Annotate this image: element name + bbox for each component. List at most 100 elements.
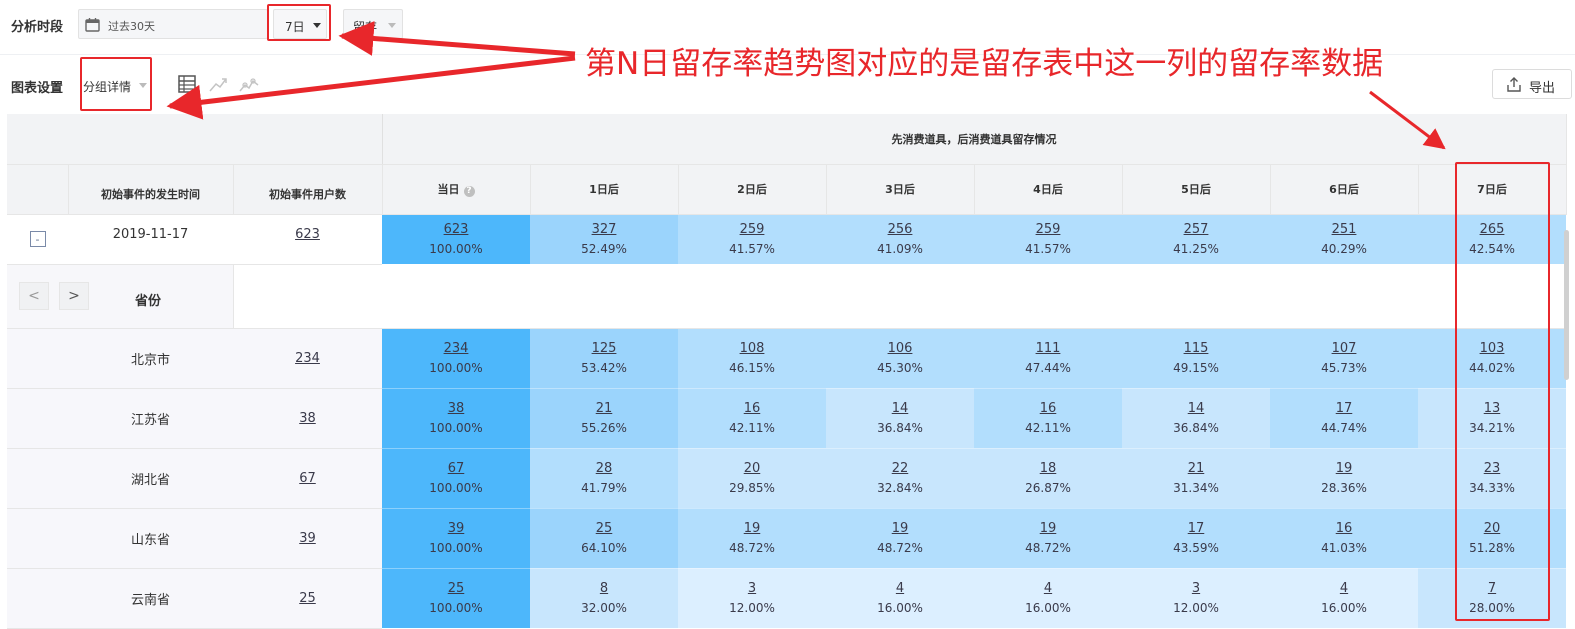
retention-count[interactable]: 125	[591, 341, 617, 356]
retention-count[interactable]: 25	[447, 581, 465, 596]
retention-count[interactable]: 7	[1487, 581, 1497, 596]
retention-count[interactable]: 259	[739, 222, 765, 237]
retention-count[interactable]: 106	[887, 341, 913, 356]
retention-count[interactable]: 107	[1331, 341, 1357, 356]
users-link[interactable]: 234	[295, 350, 320, 366]
retention-count[interactable]: 115	[1183, 341, 1209, 356]
retention-cell: 259 41.57%	[678, 214, 826, 265]
retention-count[interactable]: 3	[1191, 581, 1201, 596]
collapse-toggle[interactable]: -	[29, 231, 46, 247]
retention-count[interactable]: 16	[1039, 401, 1057, 416]
table-view-icon[interactable]	[178, 75, 196, 93]
retention-count[interactable]: 259	[1035, 222, 1061, 237]
retention-count[interactable]: 23	[1483, 461, 1501, 476]
cell-content: 265 42.54%	[1418, 222, 1566, 256]
cell-content: 256 41.09%	[826, 222, 974, 256]
cell-content: 103 44.02%	[1418, 341, 1566, 375]
retention-count[interactable]: 13	[1483, 401, 1501, 416]
interval-value: 7日	[285, 20, 305, 34]
retention-rate: 42.11%	[729, 421, 775, 435]
help-icon[interactable]: ?	[463, 185, 475, 197]
retention-count[interactable]: 19	[743, 521, 761, 536]
retention-count[interactable]: 18	[1039, 461, 1057, 476]
retention-rate: 48.72%	[877, 541, 923, 555]
retention-count[interactable]: 38	[447, 401, 465, 416]
retention-count[interactable]: 17	[1335, 401, 1353, 416]
retention-count[interactable]: 623	[443, 222, 469, 237]
retention-cell: 623 100.00%	[382, 214, 530, 265]
retention-count[interactable]: 16	[1335, 521, 1353, 536]
retention-count[interactable]: 25	[595, 521, 613, 536]
export-button[interactable]: 导出	[1492, 69, 1572, 99]
retention-count[interactable]: 265	[1479, 222, 1505, 237]
retention-count[interactable]: 234	[443, 341, 469, 356]
retention-count[interactable]: 16	[743, 401, 761, 416]
users-link[interactable]: 39	[299, 530, 316, 546]
retention-count[interactable]: 19	[1335, 461, 1353, 476]
retention-cell: 20 51.28%	[1418, 508, 1566, 569]
retention-rate: 49.15%	[1173, 361, 1219, 375]
cell-content: 13 34.21%	[1418, 401, 1566, 435]
retention-count[interactable]: 39	[447, 521, 465, 536]
retention-cell: 256 41.09%	[826, 214, 974, 265]
retention-count[interactable]: 327	[591, 222, 617, 237]
cell-content: 125 53.42%	[530, 341, 678, 375]
day-header: 3日后	[826, 164, 975, 215]
pager-prev-button[interactable]: <	[19, 282, 49, 310]
interval-select[interactable]: 7日	[273, 9, 327, 39]
retention-count[interactable]: 28	[595, 461, 613, 476]
retention-count[interactable]: 4	[1339, 581, 1349, 596]
retention-rate: 51.28%	[1469, 541, 1515, 555]
type-select[interactable]: 留存	[343, 9, 403, 39]
retention-cell: 21 31.34%	[1122, 448, 1270, 509]
group-mode-select[interactable]: 分组详情	[82, 70, 150, 100]
province-name: 湖北省	[68, 448, 233, 509]
pager-next-button[interactable]: >	[59, 282, 89, 310]
retention-count[interactable]: 4	[895, 581, 905, 596]
users-link[interactable]: 38	[299, 410, 316, 426]
retention-count[interactable]: 21	[595, 401, 613, 416]
retention-count[interactable]: 251	[1331, 222, 1357, 237]
retention-count[interactable]: 108	[739, 341, 765, 356]
retention-count[interactable]: 3	[747, 581, 757, 596]
chevron-down-icon	[313, 23, 321, 28]
retention-rate: 41.03%	[1321, 541, 1367, 555]
type-value: 留存	[353, 20, 378, 34]
retention-count[interactable]: 256	[887, 222, 913, 237]
retention-count[interactable]: 8	[599, 581, 609, 596]
scrollbar[interactable]	[1564, 230, 1569, 380]
calendar-icon	[85, 18, 100, 32]
row-indent	[7, 388, 68, 449]
line-chart-icon[interactable]	[209, 75, 227, 93]
retention-cell: 106 45.30%	[826, 328, 974, 389]
retention-count[interactable]: 17	[1187, 521, 1205, 536]
retention-count[interactable]: 22	[891, 461, 909, 476]
cell-content: 19 48.72%	[974, 521, 1122, 555]
users-link[interactable]: 25	[299, 590, 316, 606]
retention-count[interactable]: 14	[891, 401, 909, 416]
group-header: 先消费道具，后消费道具留存情况	[382, 114, 1567, 165]
cell-content: 16 42.11%	[678, 401, 826, 435]
retention-count[interactable]: 67	[447, 461, 465, 476]
retention-count[interactable]: 19	[891, 521, 909, 536]
retention-count[interactable]: 19	[1039, 521, 1057, 536]
cell-content: 39 100.00%	[382, 521, 530, 555]
retention-cell: 3 12.00%	[1122, 568, 1270, 629]
date-range-picker[interactable]: 过去30天	[78, 9, 268, 39]
retention-count[interactable]: 103	[1479, 341, 1505, 356]
retention-count[interactable]: 20	[743, 461, 761, 476]
retention-count[interactable]: 111	[1035, 341, 1061, 356]
cell-content: 257 41.25%	[1122, 222, 1270, 256]
cell-content: 259 41.57%	[678, 222, 826, 256]
retention-count[interactable]: 20	[1483, 521, 1501, 536]
retention-cell: 17 43.59%	[1122, 508, 1270, 569]
retention-count[interactable]: 14	[1187, 401, 1205, 416]
retention-count[interactable]: 21	[1187, 461, 1205, 476]
users-link[interactable]: 623	[295, 226, 320, 242]
retention-count[interactable]: 257	[1183, 222, 1209, 237]
arrow-to-group-mode	[166, 55, 576, 120]
users-link[interactable]: 67	[299, 470, 316, 486]
day-header: 5日后	[1122, 164, 1271, 215]
trend-chart-icon[interactable]	[239, 75, 259, 93]
retention-count[interactable]: 4	[1043, 581, 1053, 596]
